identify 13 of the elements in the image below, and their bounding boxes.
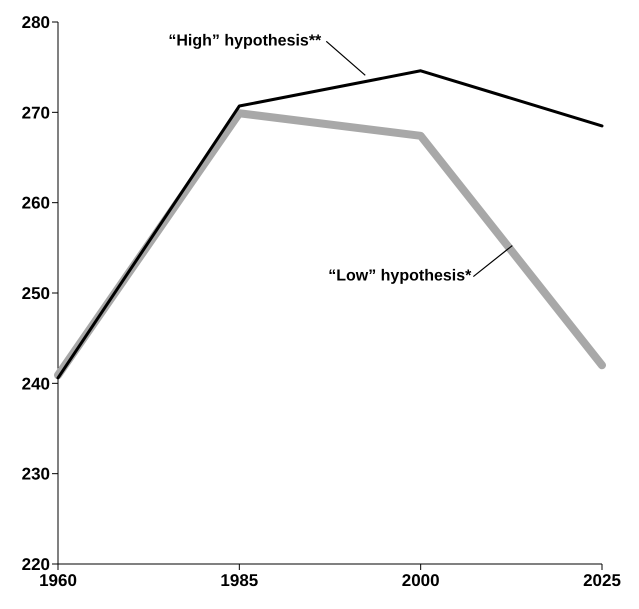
y-tick-label: 230	[22, 464, 50, 484]
x-tick-label: 2025	[583, 571, 621, 590]
x-tick-label: 1960	[39, 571, 77, 590]
x-tick-label: 1985	[220, 571, 258, 590]
y-tick-label: 280	[22, 12, 50, 32]
y-tick-label: 270	[22, 103, 50, 122]
y-tick-label: 250	[22, 284, 50, 303]
x-tick-label: 2000	[402, 571, 440, 590]
text: “High” hypothesis**	[168, 32, 322, 50]
text: “Low” hypothesis*	[328, 268, 472, 285]
y-tick-label: 240	[22, 374, 50, 394]
y-tick-label: 220	[22, 554, 50, 574]
y-tick-label: 260	[22, 194, 50, 213]
